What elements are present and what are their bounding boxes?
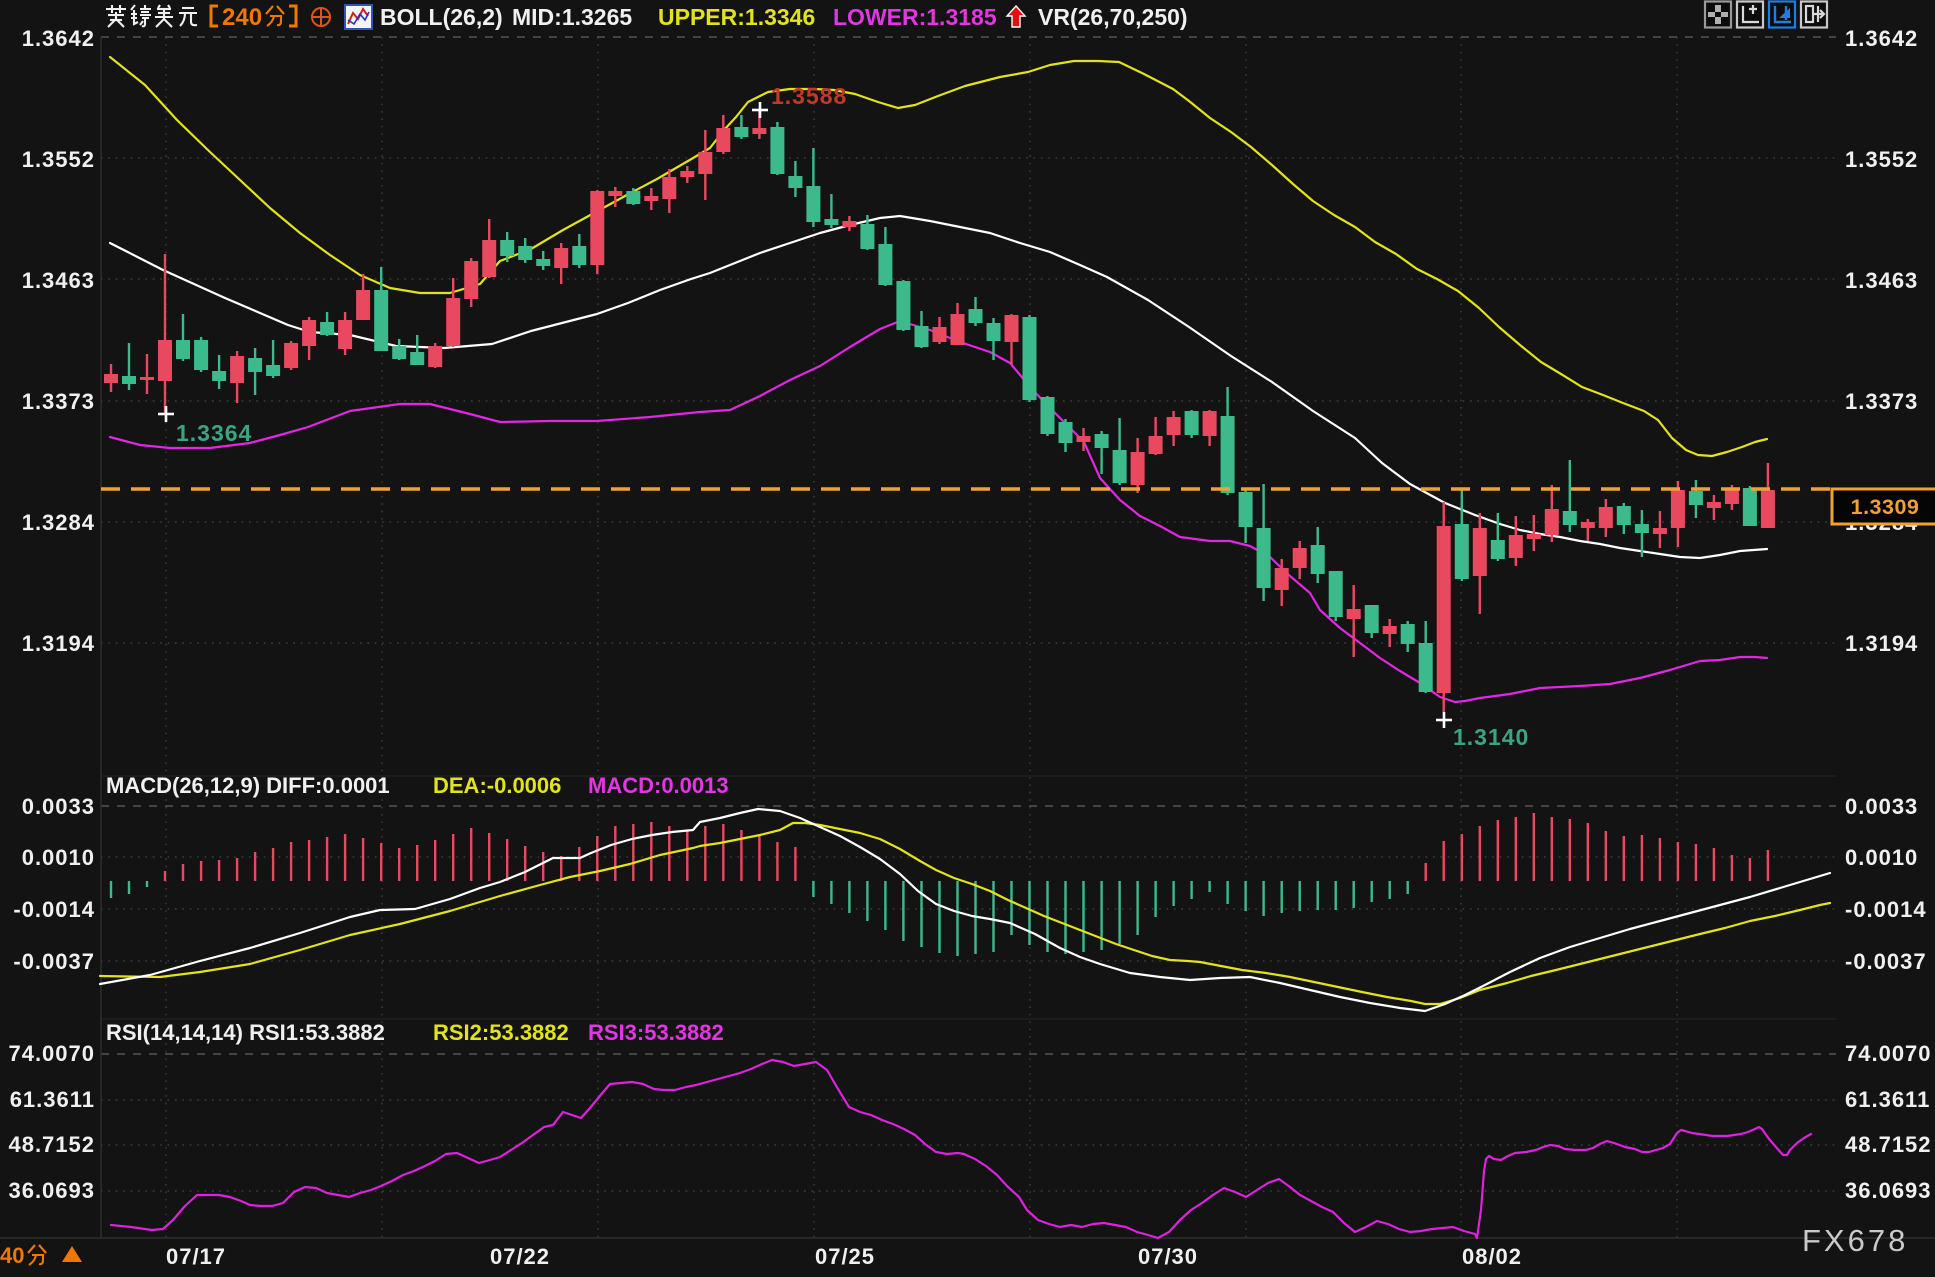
svg-text:61.3611: 61.3611 (1845, 1087, 1930, 1112)
svg-text:07/22: 07/22 (490, 1244, 550, 1269)
svg-text:74.0070: 74.0070 (8, 1041, 95, 1066)
svg-text:-0.0014: -0.0014 (13, 897, 95, 922)
svg-text:0.0010: 0.0010 (1845, 845, 1918, 870)
svg-text:-0.0037: -0.0037 (1845, 949, 1927, 974)
svg-text:1.3463: 1.3463 (22, 268, 95, 293)
svg-text:DEA:-0.0006: DEA:-0.0006 (433, 773, 561, 798)
svg-text:BOLL(26,2): BOLL(26,2) (380, 4, 503, 30)
svg-text:-0.0037: -0.0037 (13, 949, 95, 974)
svg-text:-0.0014: -0.0014 (1845, 897, 1927, 922)
svg-text:1.3140: 1.3140 (1453, 724, 1529, 750)
svg-text:1.3642: 1.3642 (22, 26, 95, 51)
svg-text:1.3463: 1.3463 (1845, 268, 1918, 293)
svg-text:1.3284: 1.3284 (22, 510, 95, 535)
svg-text:240: 240 (222, 4, 262, 31)
svg-text:RSI3:53.3882: RSI3:53.3882 (588, 1020, 724, 1045)
svg-text:MID:1.3265: MID:1.3265 (512, 4, 632, 30)
svg-text:36.0693: 36.0693 (1845, 1178, 1932, 1203)
svg-text:61.3611: 61.3611 (10, 1087, 95, 1112)
svg-text:LOWER:1.3185: LOWER:1.3185 (833, 4, 997, 30)
svg-text:RSI2:53.3882: RSI2:53.3882 (433, 1020, 569, 1045)
svg-text:1.3364: 1.3364 (176, 420, 252, 446)
svg-text:0.0033: 0.0033 (1845, 794, 1918, 819)
svg-text:1.3642: 1.3642 (1845, 26, 1918, 51)
svg-text:07/17: 07/17 (166, 1244, 226, 1269)
svg-text:UPPER:1.3346: UPPER:1.3346 (658, 4, 815, 30)
svg-text:48.7152: 48.7152 (1845, 1132, 1932, 1157)
svg-text:07/25: 07/25 (815, 1244, 875, 1269)
svg-text:1.3373: 1.3373 (22, 389, 95, 414)
svg-text:RSI(14,14,14) RSI1:53.3882: RSI(14,14,14) RSI1:53.3882 (106, 1020, 385, 1045)
svg-text:40: 40 (0, 1243, 24, 1268)
svg-text:08/02: 08/02 (1462, 1244, 1522, 1269)
svg-text:1.3309: 1.3309 (1851, 495, 1920, 519)
svg-text:36.0693: 36.0693 (8, 1178, 95, 1203)
svg-text:VR(26,70,250): VR(26,70,250) (1038, 4, 1188, 30)
svg-text:74.0070: 74.0070 (1845, 1041, 1932, 1066)
svg-text:1.3552: 1.3552 (22, 147, 95, 172)
svg-text:07/30: 07/30 (1138, 1244, 1198, 1269)
svg-text:1.3588: 1.3588 (771, 83, 847, 109)
svg-text:1.3194: 1.3194 (22, 631, 95, 656)
svg-text:1.3552: 1.3552 (1845, 147, 1918, 172)
svg-text:48.7152: 48.7152 (8, 1132, 95, 1157)
svg-text:0.0033: 0.0033 (22, 794, 95, 819)
svg-text:MACD(26,12,9) DIFF:0.0001: MACD(26,12,9) DIFF:0.0001 (106, 773, 390, 798)
svg-text:1.3373: 1.3373 (1845, 389, 1918, 414)
svg-text:MACD:0.0013: MACD:0.0013 (588, 773, 729, 798)
svg-text:0.0010: 0.0010 (22, 845, 95, 870)
svg-text:FX678: FX678 (1802, 1223, 1908, 1258)
svg-text:1.3194: 1.3194 (1845, 631, 1918, 656)
